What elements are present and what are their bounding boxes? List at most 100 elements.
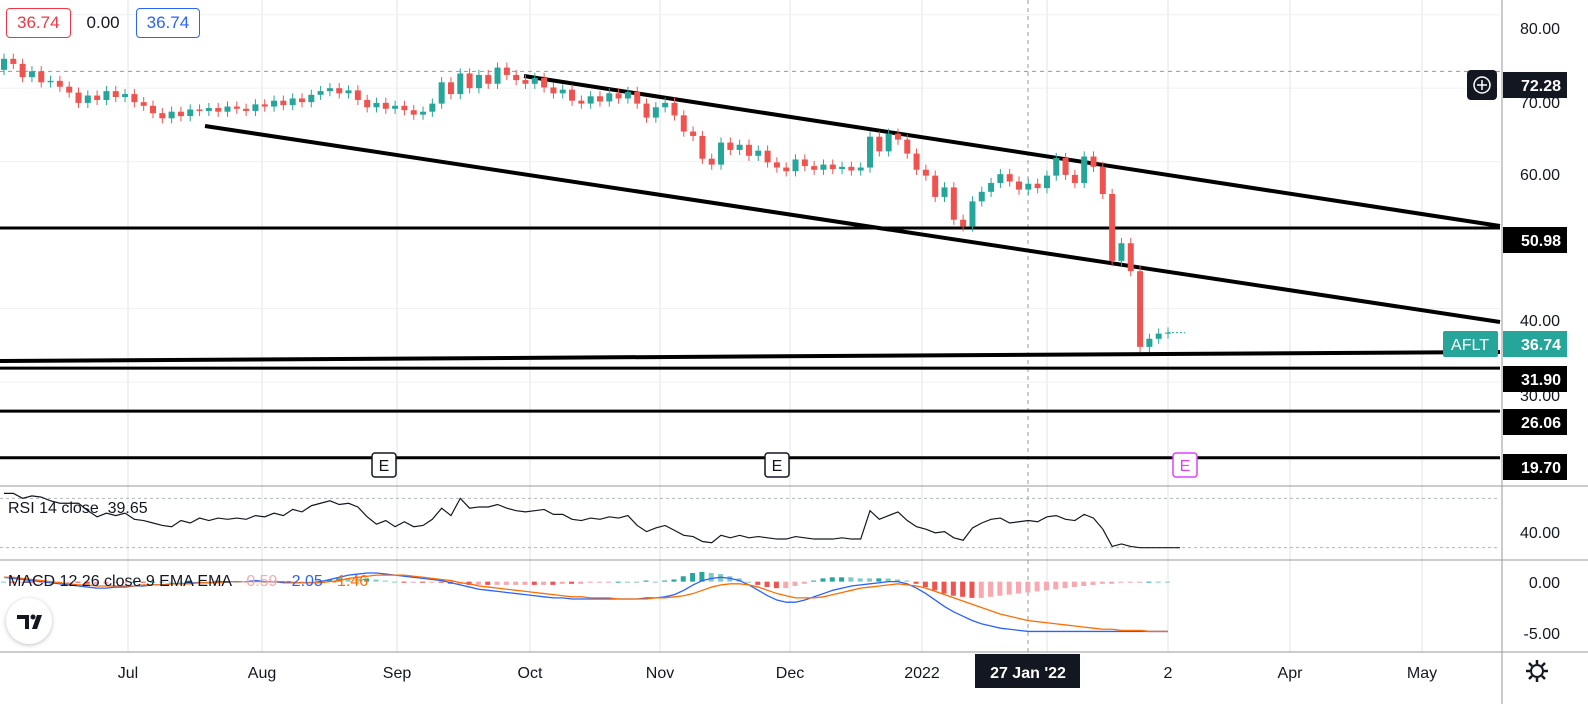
candle-body: [485, 74, 492, 84]
candle: [550, 82, 557, 99]
candle: [317, 85, 324, 100]
candle-body: [718, 142, 725, 165]
candle: [336, 83, 343, 99]
price-axis-label: 40.00: [1520, 313, 1560, 330]
ticker-symbol: AFLT: [1451, 337, 1489, 354]
candle: [643, 98, 650, 123]
macd-histogram-bar: [1062, 581, 1068, 589]
candle: [606, 88, 613, 107]
rsi-label[interactable]: RSI 14 close 39.65: [8, 500, 148, 518]
candle-body: [978, 191, 985, 202]
horizontal-levels: [0, 226, 1500, 460]
price-axis-label: 60.00: [1520, 167, 1560, 184]
candle-body: [326, 88, 333, 92]
candle-body: [680, 115, 687, 132]
macd-histogram-bar: [1071, 581, 1077, 588]
candle-body: [839, 166, 846, 170]
channel-lower-line[interactable]: [204, 124, 1501, 324]
price-axis-label: 80.00: [1520, 21, 1560, 38]
support-line[interactable]: [0, 350, 1501, 363]
macd-histogram-bar: [513, 581, 519, 585]
candle-body: [494, 67, 501, 84]
macd-histogram-bar: [429, 581, 435, 583]
time-axis-label: 2022: [904, 665, 940, 682]
candle-body: [941, 187, 948, 197]
earnings-marker[interactable]: [371, 452, 397, 478]
candle-body: [103, 91, 110, 100]
candle-body: [1081, 156, 1088, 183]
level-axis-label: 19.70: [1521, 460, 1561, 477]
candle: [392, 100, 399, 114]
candle: [373, 97, 380, 113]
settings-gear-icon[interactable]: [1523, 657, 1551, 685]
candle-body: [624, 91, 631, 99]
macd-histogram-bar: [569, 581, 575, 584]
candle: [773, 157, 780, 173]
candle: [634, 86, 641, 109]
macd-histogram-bar: [913, 581, 919, 584]
tradingview-logo-icon[interactable]: [6, 598, 52, 644]
candle-body: [587, 96, 594, 104]
candle: [66, 81, 73, 98]
macd-histogram-bar: [168, 581, 174, 583]
candle: [522, 74, 529, 89]
candle: [587, 91, 594, 109]
candles: [1, 53, 1185, 352]
macd-histogram-bar: [792, 581, 798, 586]
candle: [298, 93, 305, 108]
candle-body: [662, 102, 669, 108]
time-axis-label: Apr: [1278, 665, 1304, 682]
earnings-marker[interactable]: [764, 452, 790, 478]
candle-body: [596, 96, 603, 102]
candle-body: [19, 63, 26, 78]
candle-body: [373, 102, 380, 108]
candle: [1109, 188, 1116, 267]
candle: [904, 134, 911, 159]
macd-histogram-bar: [671, 579, 677, 582]
candle-body: [503, 67, 510, 75]
candle: [364, 94, 371, 113]
macd-histogram-bar: [373, 579, 379, 582]
time-axis-label: 2: [1164, 665, 1173, 682]
add-alert-plus-icon[interactable]: [1467, 70, 1497, 100]
candle: [783, 162, 790, 177]
crosshair-price-label: 72.28: [1521, 78, 1561, 95]
candle-body: [811, 166, 818, 170]
candle: [699, 130, 706, 164]
candle-body: [1118, 243, 1125, 261]
candle: [205, 102, 212, 117]
macd-histogram-bar: [354, 578, 360, 582]
macd-histogram-bar: [187, 580, 193, 582]
candle-body: [690, 131, 697, 136]
candle-body: [1165, 332, 1171, 334]
candle-body: [727, 142, 734, 150]
candle-body: [885, 133, 892, 152]
candle-body: [168, 111, 175, 119]
candle: [988, 177, 995, 197]
earnings-marker[interactable]: [1172, 452, 1198, 478]
macd-histogram-bar: [1043, 581, 1049, 591]
macd-histogram-bar: [894, 579, 900, 582]
candle-body: [243, 108, 250, 111]
candle-body: [1, 58, 7, 70]
candle: [615, 88, 622, 104]
candle-body: [1099, 166, 1106, 194]
macd-histogram-bar: [755, 581, 761, 585]
candle: [215, 102, 222, 117]
candle-body: [913, 153, 920, 170]
price-axis: 80.00 70.00 60.00 40.00 30.00 40.00 0.00 -5.00 5…: [1443, 21, 1567, 643]
candle: [382, 97, 389, 114]
macd-histogram-bar: [75, 581, 81, 583]
macd-label[interactable]: MACD 12 26 close 9 EMA EMA -0.59 -2.05 -…: [8, 573, 368, 591]
candle-body: [1137, 271, 1144, 347]
macd-histogram-bar: [541, 581, 547, 585]
level-axis-badge: [1503, 409, 1567, 435]
candle-body: [904, 139, 911, 154]
candle: [978, 186, 985, 207]
macd-histogram-bar: [1155, 581, 1161, 583]
candle-body: [922, 169, 929, 176]
channel-upper-line[interactable]: [523, 74, 1501, 228]
candle: [289, 93, 296, 111]
